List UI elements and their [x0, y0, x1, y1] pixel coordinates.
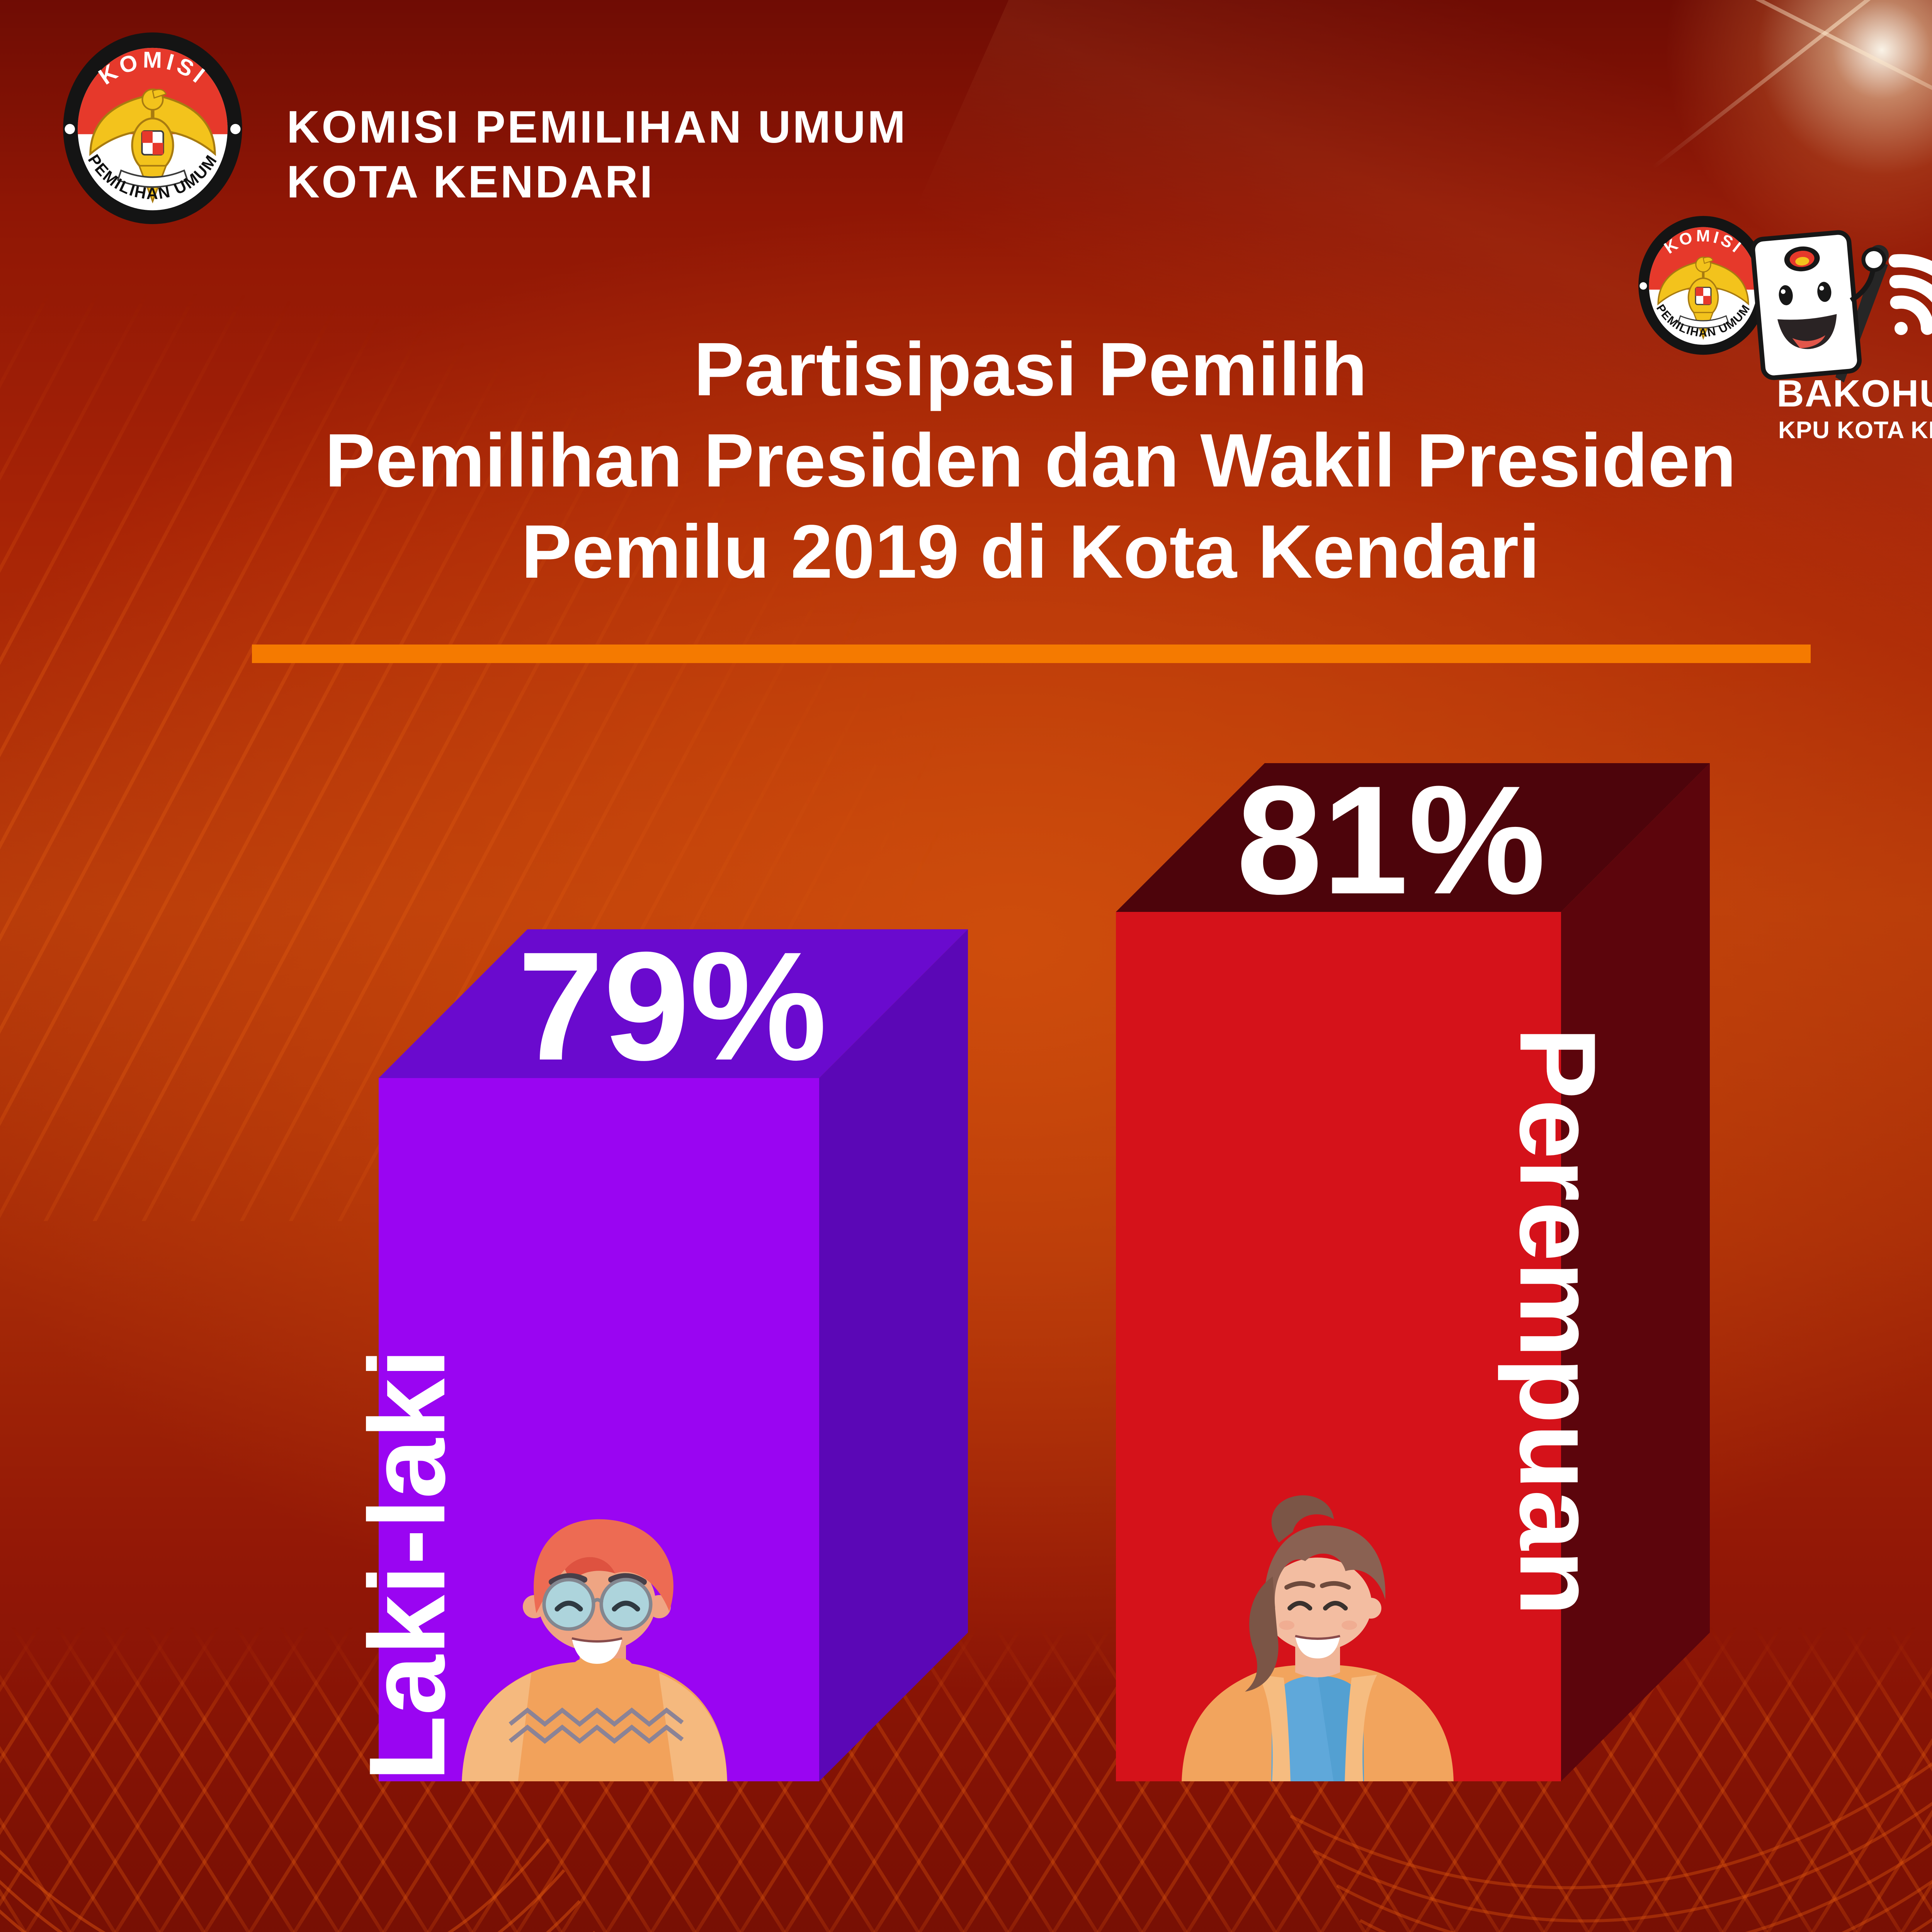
bar-perempuan: 81% Perempuan — [1116, 753, 1710, 1781]
bar-laki-side-face — [819, 929, 968, 1781]
bakohumas-mascot — [1750, 230, 1932, 383]
wifi-signal-icon — [1888, 254, 1932, 335]
bar-laki-top-face — [379, 929, 968, 1078]
org-name-line2: KOTA KENDARI — [287, 156, 655, 207]
bar-perempuan-category: Perempuan — [1497, 1027, 1618, 1616]
bar-laki-laki: 79% Laki-laki — [347, 920, 968, 1782]
title-line2: Pemilihan Presiden dan Wakil Presiden — [325, 418, 1736, 503]
page-title: Partisipasi Pemilih Pemilihan Presiden d… — [0, 324, 1932, 597]
bar-laki-category: Laki-laki — [347, 1349, 468, 1782]
bar-perempuan-top-face — [1116, 763, 1710, 912]
female-hair — [1264, 1525, 1386, 1634]
mascot-body — [1750, 230, 1886, 380]
title-line1: Partisipasi Pemilih — [694, 327, 1367, 412]
bar-laki-value: 79% — [518, 920, 827, 1092]
title-divider — [252, 645, 1811, 663]
male-character — [462, 1519, 727, 1781]
bakohumas-title: BAKOHUMAS — [1777, 372, 1932, 415]
org-name: KOMISI PEMILIHAN UMUM KOTA KENDARI — [287, 100, 907, 209]
male-hair — [534, 1519, 673, 1613]
title-line3: Pemilu 2019 di Kota Kendari — [521, 509, 1540, 594]
org-name-line1: KOMISI PEMILIHAN UMUM — [287, 102, 908, 153]
bar-perempuan-value: 81% — [1236, 753, 1546, 926]
female-character — [1182, 1495, 1454, 1781]
bakohumas-subtitle: KPU KOTA KENDARI — [1778, 417, 1932, 444]
bar-perempuan-side-face — [1561, 763, 1710, 1781]
